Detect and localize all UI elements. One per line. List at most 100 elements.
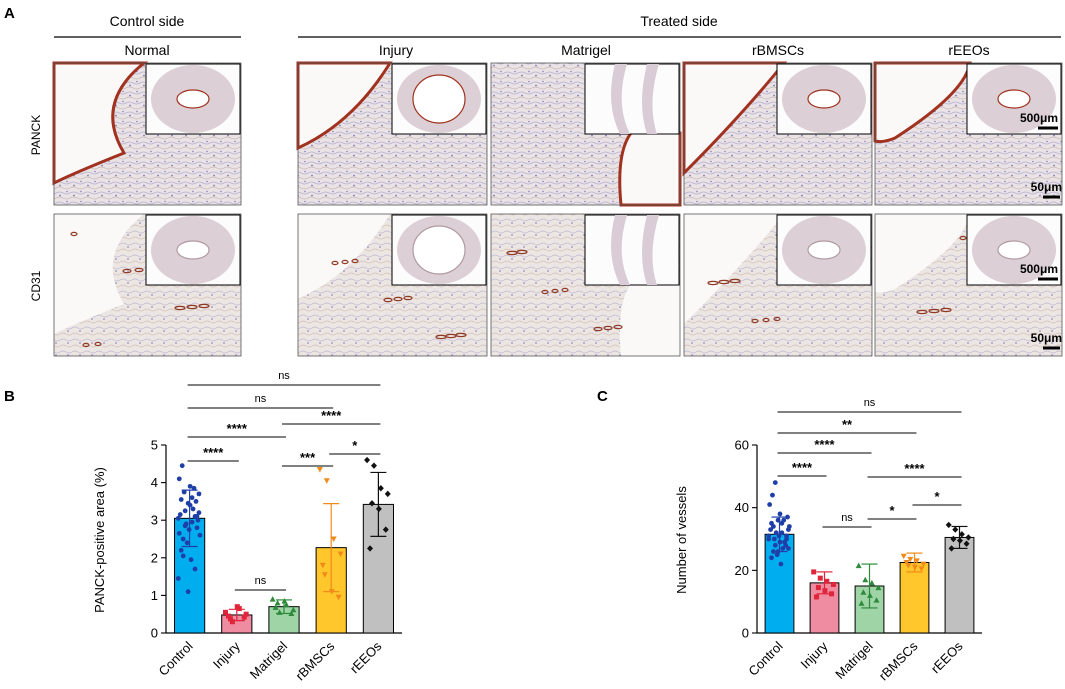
row-label-panck: PANCK: [29, 115, 43, 155]
data-point-control: [193, 499, 199, 504]
data-point-matrigel: [283, 601, 290, 608]
data-point-control: [778, 561, 784, 567]
data-point-control: [180, 553, 186, 559]
scale-bar-label-50um: 50μm: [1031, 180, 1062, 194]
data-point-control: [770, 492, 775, 498]
data-point-control: [187, 483, 193, 489]
x-tick-label-rbmscs: rBMSCs: [292, 638, 337, 683]
data-point-control: [192, 566, 198, 572]
data-point-control: [183, 521, 189, 527]
data-point-reeos: [382, 526, 389, 533]
x-tick-label-control: Control: [155, 638, 195, 678]
micrograph-cd31-reeos: [874, 213, 1063, 357]
data-point-control: [777, 511, 783, 517]
significance-label: *: [934, 489, 940, 504]
data-point-injury: [814, 594, 820, 600]
y-tick-label: 60: [735, 438, 749, 453]
data-point-rbmscs: [335, 594, 342, 601]
data-point-control: [773, 530, 779, 536]
data-point-rbmscs: [330, 536, 337, 542]
data-point-control: [772, 542, 778, 548]
data-point-injury: [817, 575, 823, 581]
data-point-matrigel: [290, 606, 297, 613]
data-point-control: [768, 527, 773, 532]
data-point-rbmscs: [900, 553, 907, 560]
data-point-matrigel: [855, 562, 862, 569]
data-point-control: [766, 536, 772, 542]
scale-bar-label-500um-row2: 500μm: [1020, 262, 1058, 276]
data-point-control: [192, 514, 198, 519]
data-point-control: [176, 530, 182, 536]
data-point-control: [185, 589, 191, 595]
significance-label: ns: [255, 575, 267, 587]
data-point-rbmscs: [337, 551, 344, 558]
data-point-control: [194, 525, 200, 531]
panel-letter-a: A: [4, 5, 15, 22]
data-point-control: [780, 546, 786, 551]
data-point-injury: [241, 614, 247, 620]
y-tick-label: 0: [742, 626, 749, 641]
significance-label: *: [352, 438, 358, 453]
data-point-control: [777, 539, 783, 545]
y-tick-label: 40: [735, 500, 749, 515]
data-point-rbmscs: [920, 561, 927, 568]
group-label-rbmscs: rBMSCs: [752, 42, 804, 58]
data-point-control: [178, 497, 184, 502]
data-point-control: [175, 576, 181, 581]
data-point-control: [189, 519, 195, 525]
data-point-control: [786, 524, 792, 529]
significance-label: ***: [300, 450, 316, 465]
significance-label: ****: [904, 461, 925, 476]
data-point-control: [176, 476, 182, 482]
y-tick-label: 0: [151, 626, 158, 641]
significance-label: ****: [321, 408, 342, 423]
x-tick-label-rbmscs: rBMSCs: [876, 638, 921, 683]
data-point-control: [771, 536, 777, 542]
data-point-matrigel: [288, 610, 295, 616]
chart-vessel-count: 0 20 40 60 Control Injury Matrigel rBMSCs rEEOs n…: [735, 397, 982, 683]
data-point-reeos: [963, 540, 970, 547]
panel-letter-c: C: [597, 388, 608, 405]
group-label-injury: Injury: [379, 42, 413, 58]
data-point-control: [779, 530, 785, 536]
significance-label: ****: [814, 437, 835, 452]
data-point-control: [196, 510, 202, 516]
data-point-reeos: [952, 526, 959, 533]
data-point-control: [767, 502, 773, 507]
significance-label: ns: [841, 512, 853, 524]
data-point-injury: [225, 613, 231, 619]
group-label-reeos: rEEOs: [948, 42, 989, 58]
data-point-control: [188, 557, 194, 563]
data-point-matrigel: [860, 589, 867, 595]
data-point-matrigel: [858, 600, 865, 606]
x-tick-label-reeos: rEEOs: [347, 638, 385, 676]
data-point-control: [776, 533, 782, 539]
data-point-control: [181, 489, 187, 495]
data-point-injury: [227, 616, 233, 622]
data-point-control: [179, 463, 185, 469]
micrograph-panck-rbmscs: [682, 61, 873, 206]
data-point-control: [197, 532, 203, 538]
x-tick-label-injury: Injury: [798, 638, 831, 671]
significance-label: ns: [278, 370, 290, 382]
significance-label: **: [842, 417, 853, 432]
micrograph-panck-reeos: [873, 61, 1063, 206]
data-point-control: [190, 506, 196, 512]
y-tick-label: 2: [151, 550, 158, 565]
data-point-reeos: [958, 531, 965, 538]
data-point-reeos: [370, 462, 377, 469]
data-point-control: [784, 533, 789, 539]
data-point-injury: [824, 578, 830, 584]
y-axis-label-panck: PANCK-positive area (%): [92, 467, 107, 613]
data-point-control: [180, 536, 186, 542]
micrograph-cd31-injury: [297, 213, 488, 357]
data-point-control: [786, 546, 791, 551]
data-point-injury: [830, 581, 836, 587]
row-label-cd31: CD31: [29, 270, 43, 301]
data-point-control: [187, 502, 193, 508]
data-point-matrigel: [873, 597, 880, 603]
scale-bar-label-50um-row2: 50μm: [1031, 331, 1062, 345]
group-label-normal: Normal: [124, 42, 169, 58]
data-point-rbmscs: [913, 558, 920, 564]
data-point-control: [189, 495, 195, 501]
